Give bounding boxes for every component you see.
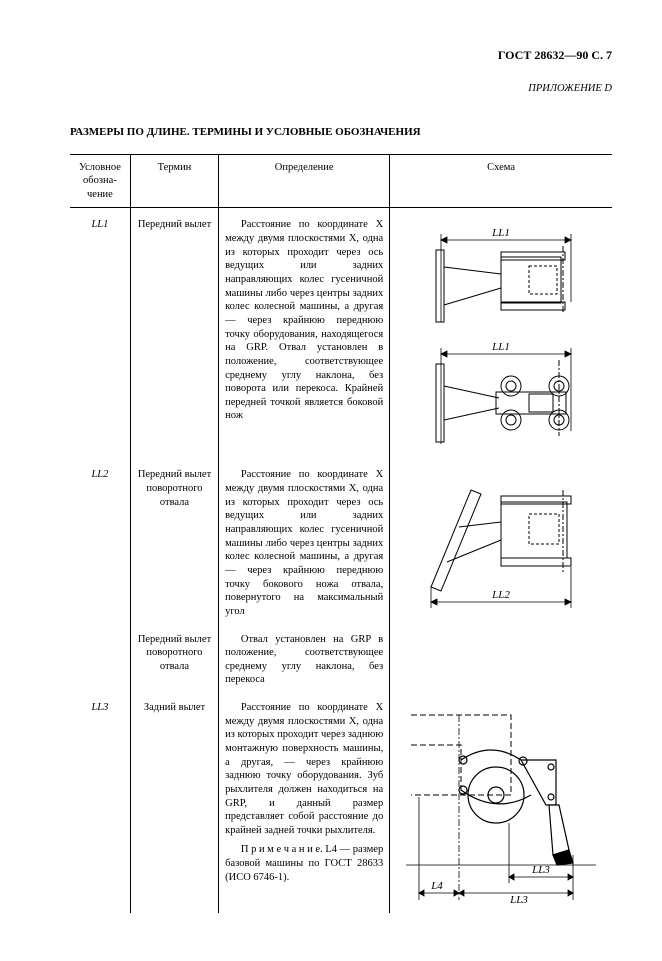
scheme: LL1 xyxy=(390,208,612,465)
term: Передний вылет поворот­ного отвала xyxy=(130,629,218,698)
col-term: Термин xyxy=(130,154,218,208)
svg-text:LL1: LL1 xyxy=(491,341,510,353)
definition: Расстояние по координате Х между двумя п… xyxy=(219,208,390,465)
scheme-ll2: LL2 xyxy=(411,472,591,622)
col-scheme: Схема xyxy=(390,154,612,208)
table-row: LL1 Передний вылет Расстояние по координ… xyxy=(70,208,612,465)
term: Передний вылет xyxy=(130,208,218,465)
svg-text:LL3: LL3 xyxy=(509,894,528,905)
symbol: LL2 xyxy=(70,464,130,628)
appendix-label: ПРИЛОЖЕНИЕ D xyxy=(70,82,612,96)
svg-text:LL2: LL2 xyxy=(491,589,510,601)
svg-text:L4: L4 xyxy=(430,880,443,892)
definition: Расстояние по координате Х между двумя п… xyxy=(219,697,390,913)
definition: Отвал установлен на GRP в положение, соо… xyxy=(219,629,390,698)
term: Передний вылет поворот­ного отвала xyxy=(130,464,218,628)
col-symbol: Условное обозна­чение xyxy=(70,154,130,208)
table-row: LL2 Передний вылет поворот­ного отвала Р… xyxy=(70,464,612,628)
scheme: LL2 xyxy=(390,464,612,697)
svg-text:LL1: LL1 xyxy=(491,227,510,239)
term: Задний вылет xyxy=(130,697,218,913)
col-definition: Определение xyxy=(219,154,390,208)
terms-table: Условное обозна­чение Термин Определение… xyxy=(70,154,612,914)
table-row: LL3 Задний вылет Расстояние по координат… xyxy=(70,697,612,913)
scheme-ll3: L4 LL3 LL3 xyxy=(401,705,601,905)
svg-text:LL3: LL3 xyxy=(531,864,550,876)
page-title: РАЗМЕРЫ ПО ДЛИНЕ. ТЕРМИНЫ И УСЛОВНЫЕ ОБО… xyxy=(70,125,612,139)
symbol: LL1 xyxy=(70,208,130,465)
scheme: L4 LL3 LL3 xyxy=(390,697,612,913)
scheme-ll1-wheeled: LL1 xyxy=(411,336,591,456)
scheme-ll1-tracked: LL1 xyxy=(411,222,591,332)
symbol: LL3 xyxy=(70,697,130,913)
definition: Расстояние по координате Х между двумя п… xyxy=(219,464,390,628)
page-header: ГОСТ 28632—90 С. 7 xyxy=(70,48,612,64)
